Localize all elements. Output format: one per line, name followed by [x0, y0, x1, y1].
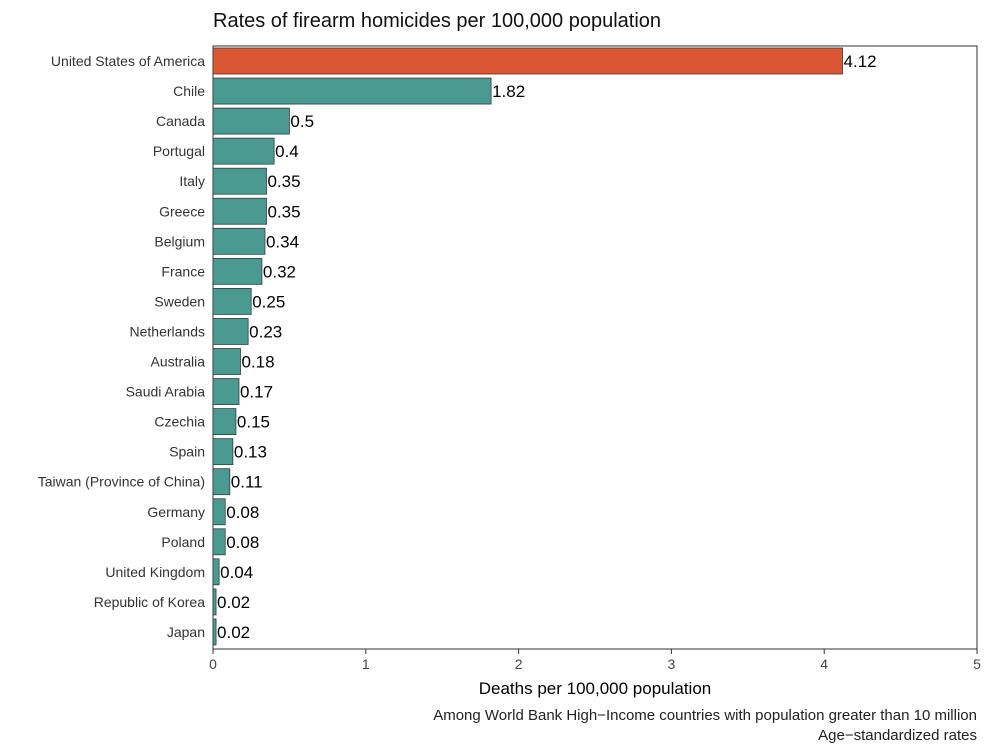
category-label: Belgium — [154, 233, 205, 249]
category-label: Spain — [169, 444, 205, 460]
value-label: 0.4 — [275, 142, 299, 161]
category-label: United Kingdom — [105, 564, 205, 580]
category-label: Netherlands — [130, 323, 206, 339]
bar — [212, 197, 267, 225]
category-label: Greece — [159, 203, 205, 219]
value-labels: 4.12 1.82 0.5 0.4 0.35 0.35 0.34 0.32 0.25 0.23 0.… — [217, 52, 877, 642]
bar — [212, 408, 237, 436]
category-label: France — [161, 263, 205, 279]
category-label: Canada — [156, 113, 205, 129]
category-label: Czechia — [154, 414, 205, 430]
bar — [212, 257, 263, 285]
value-label: 0.23 — [249, 322, 282, 341]
subtitle-note-2: Age−standardized rates — [818, 727, 977, 744]
bar — [212, 348, 241, 375]
category-label: Portugal — [153, 143, 205, 159]
value-label: 0.04 — [220, 563, 253, 582]
category-label: Saudi Arabia — [126, 384, 206, 400]
value-label: 4.12 — [844, 52, 877, 71]
bar — [212, 498, 226, 526]
value-label: 0.13 — [234, 443, 267, 462]
category-label: Italy — [179, 173, 205, 189]
bar — [212, 137, 275, 165]
value-label: 0.32 — [263, 262, 296, 281]
value-label: 0.08 — [226, 533, 259, 552]
category-label: Taiwan (Province of China) — [38, 474, 205, 490]
x-tick-label: 0 — [209, 656, 217, 672]
value-label: 0.5 — [290, 112, 314, 131]
value-label: 0.02 — [217, 593, 250, 612]
bar — [212, 438, 234, 466]
x-axis-ticks: 0 1 2 3 4 5 — [209, 649, 981, 672]
value-label: 0.17 — [240, 383, 273, 402]
value-label: 0.34 — [266, 232, 299, 251]
bar — [212, 378, 240, 405]
bar — [212, 318, 249, 345]
category-label: United States of America — [51, 53, 205, 69]
value-label: 0.02 — [217, 623, 250, 642]
bar — [212, 468, 231, 496]
bar — [212, 77, 492, 105]
bar — [212, 618, 217, 646]
value-label: 0.25 — [252, 292, 285, 311]
bars-group — [212, 47, 843, 646]
value-label: 0.15 — [237, 413, 270, 432]
value-label: 0.18 — [242, 353, 275, 372]
value-label: 0.35 — [267, 172, 300, 191]
x-tick-label: 4 — [820, 656, 828, 672]
category-label: Australia — [151, 354, 206, 370]
x-tick-label: 5 — [973, 656, 981, 672]
bar — [212, 528, 226, 556]
x-axis-title: Deaths per 100,000 population — [479, 679, 712, 698]
bar — [212, 227, 266, 255]
subtitle-note-1: Among World Bank High−Income countries w… — [433, 707, 977, 724]
category-label: Sweden — [154, 293, 205, 309]
category-label: Germany — [147, 504, 205, 520]
plot-frame — [212, 45, 978, 650]
bar — [212, 107, 290, 135]
bar — [212, 558, 220, 586]
x-tick-label: 2 — [515, 656, 523, 672]
x-tick-label: 1 — [362, 656, 370, 672]
value-label: 1.82 — [492, 82, 525, 101]
category-label: Chile — [173, 83, 205, 99]
x-tick-label: 3 — [668, 656, 676, 672]
category-label: Poland — [161, 534, 205, 550]
category-label: Republic of Korea — [94, 594, 206, 610]
bar — [212, 588, 217, 616]
bar — [212, 287, 252, 315]
bar — [212, 167, 267, 195]
bar — [212, 47, 843, 75]
value-label: 0.08 — [226, 503, 259, 522]
chart-title: Rates of firearm homicides per 100,000 p… — [213, 10, 661, 32]
value-label: 0.11 — [231, 473, 263, 492]
category-label: Japan — [167, 624, 205, 640]
category-labels: United States of America Chile Canada Portu… — [38, 53, 206, 640]
value-label: 0.35 — [267, 202, 300, 221]
